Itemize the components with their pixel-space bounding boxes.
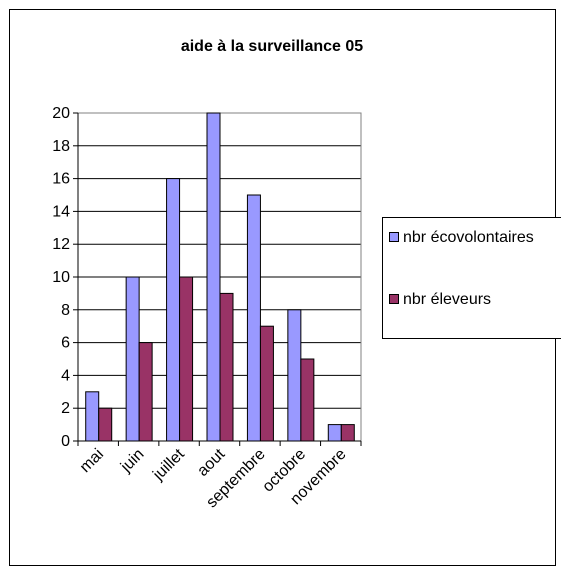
bar-1-septembre bbox=[246, 194, 261, 442]
legend-label-series-1: nbr écovolontaires bbox=[403, 229, 534, 246]
y-tick-label-8: 8 bbox=[61, 302, 70, 319]
y-tick-label-4: 4 bbox=[61, 367, 70, 384]
legend-item-series-2: nbr éleveurs bbox=[389, 288, 558, 312]
x-tick-label-juin: juin bbox=[117, 446, 147, 476]
bar-1-juillet bbox=[166, 178, 181, 442]
bar-1-octobre bbox=[287, 309, 302, 442]
bar-1-mai bbox=[85, 391, 100, 442]
bar-1-aout bbox=[206, 112, 221, 442]
legend-swatch-series-1 bbox=[389, 232, 399, 242]
y-tick-label-10: 10 bbox=[52, 269, 70, 286]
y-tick-label-6: 6 bbox=[61, 335, 70, 352]
y-tick-label-0: 0 bbox=[61, 433, 70, 450]
y-tick-label-18: 18 bbox=[52, 138, 70, 155]
legend-swatch-series-2 bbox=[389, 294, 399, 304]
y-tick-label-14: 14 bbox=[52, 203, 70, 220]
bars bbox=[85, 112, 355, 442]
bar-2-septembre bbox=[259, 325, 274, 442]
y-tick-label-16: 16 bbox=[52, 171, 70, 188]
bar-2-novembre bbox=[340, 424, 355, 442]
bar-2-juin bbox=[138, 342, 153, 442]
bar-2-mai bbox=[98, 407, 113, 442]
bar-2-aout bbox=[219, 292, 234, 442]
y-tick-label-12: 12 bbox=[52, 236, 70, 253]
y-tick-label-20: 20 bbox=[52, 105, 70, 122]
x-tick-label-juillet: juillet bbox=[149, 445, 188, 484]
legend-item-series-1: nbr écovolontaires bbox=[389, 226, 558, 250]
bar-2-juillet bbox=[179, 276, 194, 442]
chart-title: aide à la surveillance 05 bbox=[181, 38, 363, 55]
bar-1-juin bbox=[125, 276, 140, 442]
legend: nbr écovolontaires nbr éleveurs bbox=[382, 217, 561, 339]
y-tick-label-2: 2 bbox=[61, 400, 70, 417]
bar-2-octobre bbox=[300, 358, 315, 442]
bar-1-novembre bbox=[327, 424, 342, 442]
x-tick-label-aout: aout bbox=[194, 445, 228, 479]
legend-label-series-2: nbr éleveurs bbox=[403, 291, 492, 308]
x-tick-label-mai: mai bbox=[77, 446, 107, 476]
